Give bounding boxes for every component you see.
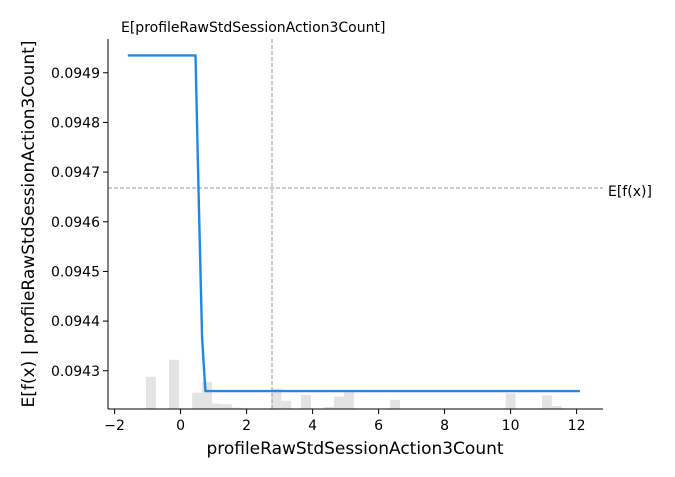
reference-lines	[108, 39, 603, 409]
y-tick-label: 0.0945	[51, 264, 100, 280]
x-tick-label: 0	[176, 418, 185, 434]
histogram-bar	[334, 396, 344, 409]
histogram-bar	[390, 399, 401, 409]
y-axis-label: E[f(x) | profileRawStdSessionAction3Coun…	[19, 41, 39, 408]
x-tick-label: 10	[502, 418, 520, 434]
x-axis-label: profileRawStdSessionAction3Count	[206, 439, 503, 459]
histogram	[145, 359, 562, 409]
x-tick-label: −2	[104, 418, 125, 434]
histogram-bar	[192, 392, 203, 409]
histogram-bar	[145, 376, 156, 409]
histogram-bar	[343, 391, 354, 409]
y-tick-label: 0.0943	[51, 364, 100, 380]
histogram-bar	[551, 405, 562, 409]
x-ticks: −2 0 2 4 6 8 10 12	[104, 409, 586, 434]
x-tick-label: 8	[440, 418, 449, 434]
series-line	[127, 54, 580, 393]
y-tick-label: 0.0944	[51, 314, 100, 330]
x-tick-label: 6	[374, 418, 383, 434]
y-tick-label: 0.0947	[51, 165, 100, 181]
histogram-bar	[271, 388, 282, 409]
histogram-bar	[211, 403, 222, 409]
histogram-bar	[202, 381, 212, 409]
y-tick-label: 0.0946	[51, 215, 100, 231]
y-tick-label: 0.0949	[51, 66, 100, 82]
histogram-bar	[169, 359, 179, 409]
histogram-bar	[281, 400, 292, 409]
histogram-bar	[231, 407, 242, 409]
histogram-bar	[541, 395, 552, 409]
histogram-bar	[505, 393, 516, 409]
x-tick-label: 12	[568, 418, 586, 434]
x-tick-label: 4	[308, 418, 317, 434]
histogram-bar	[324, 406, 335, 409]
dependence-line	[127, 54, 580, 393]
axes	[107, 39, 603, 410]
histogram-bar	[301, 395, 311, 409]
y-tick-label: 0.0948	[51, 115, 100, 131]
expected-x-label: E[profileRawStdSessionAction3Count]	[121, 20, 385, 36]
x-tick-label: 2	[242, 418, 251, 434]
expected-y-label: E[f(x)]	[608, 184, 652, 200]
histogram-bar	[221, 404, 232, 409]
y-ticks: 0.0943 0.0944 0.0945 0.0946 0.0947 0.0948 0.09…	[51, 66, 108, 380]
